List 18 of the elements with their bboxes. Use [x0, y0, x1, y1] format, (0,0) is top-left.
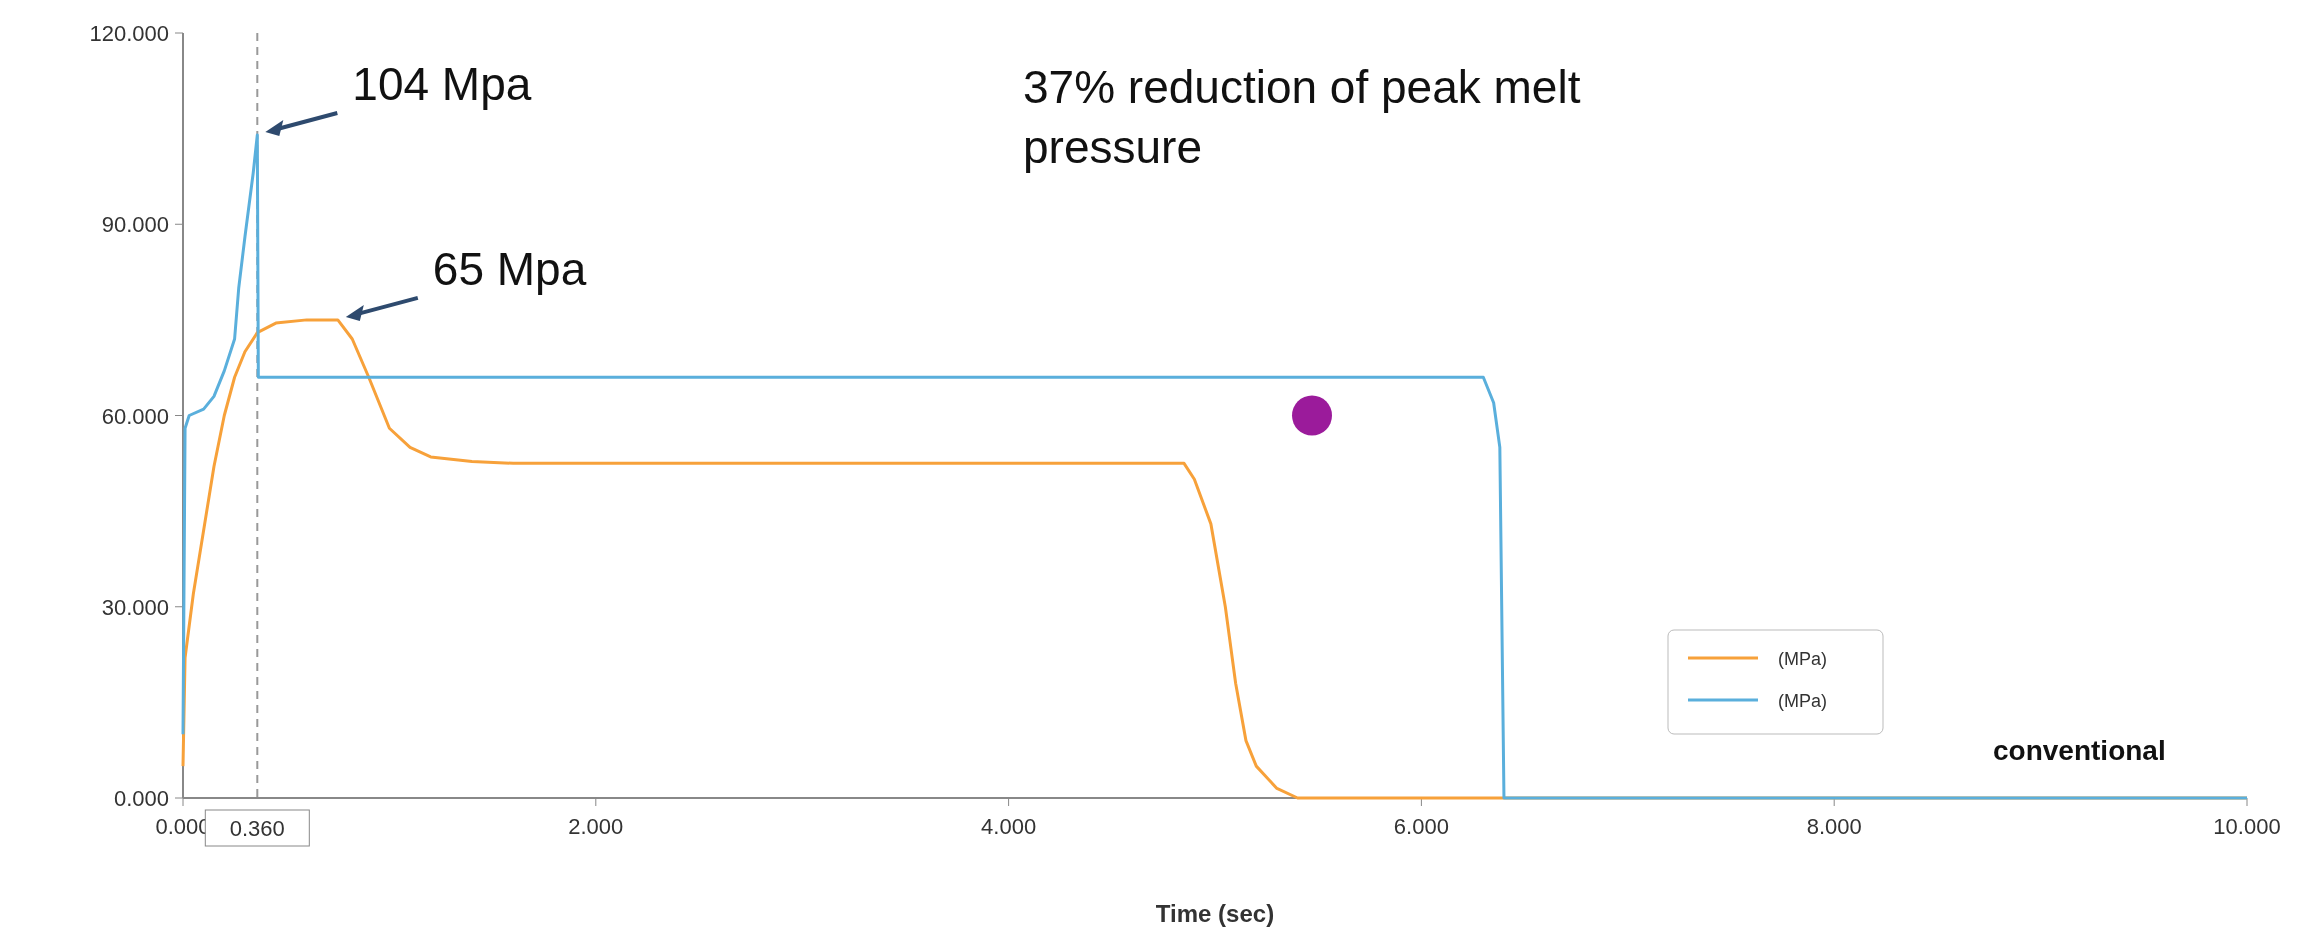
- y-tick-label: 30.000: [101, 594, 169, 620]
- x-tick-label: 6.000: [1393, 814, 1449, 839]
- y-tick-label: 0.000: [113, 786, 169, 811]
- annotation: 37% reduction of peak melt pressure: [1023, 61, 1581, 173]
- annotation: conventional: [1993, 735, 2166, 766]
- x-axis-title: Time (sec): [1155, 900, 1275, 927]
- x-tick-label: 4.000: [981, 814, 1037, 839]
- legend-label: (MPa): [1778, 691, 1827, 711]
- x-tick-label: 8.000: [1806, 814, 1862, 839]
- legend-label: (MPa): [1778, 649, 1827, 669]
- annotation: 65 Mpa: [432, 242, 587, 295]
- annotation: 104 Mpa: [352, 58, 532, 110]
- y-tick-label: 90.000: [101, 212, 169, 238]
- y-tick-label: 60.000: [101, 403, 169, 429]
- y-tick-label: 120.000: [89, 21, 169, 46]
- ref-line-label: 0.360: [229, 816, 285, 841]
- x-tick-label: 2.000: [568, 814, 624, 839]
- x-tick-label: 10.000: [2213, 814, 2281, 839]
